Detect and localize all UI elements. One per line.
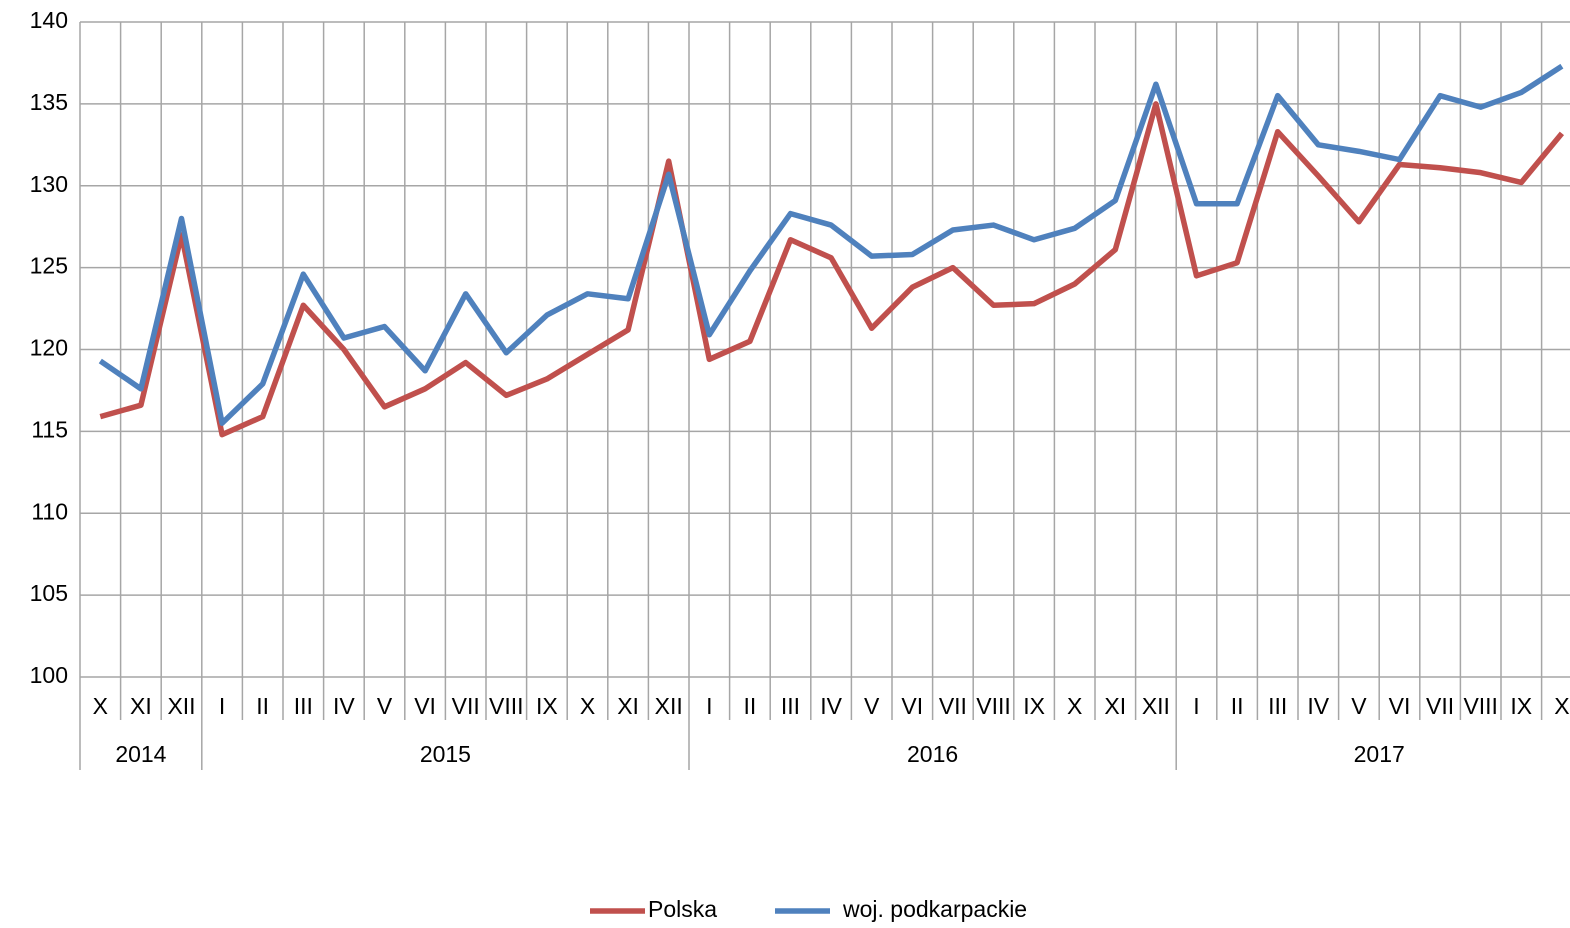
group-label: 2015 bbox=[420, 741, 471, 767]
x-tick-label: VIII bbox=[1463, 693, 1498, 719]
x-tick-label: II bbox=[744, 693, 757, 719]
x-tick-label: XII bbox=[1142, 693, 1170, 719]
x-tick-label: II bbox=[256, 693, 269, 719]
legend-label: woj. podkarpackie bbox=[842, 896, 1027, 922]
x-tick-label: IX bbox=[536, 693, 558, 719]
y-tick-label: 125 bbox=[30, 253, 68, 279]
legend-label: Polska bbox=[648, 896, 717, 922]
x-tick-label: VII bbox=[1426, 693, 1454, 719]
group-label: 2014 bbox=[115, 741, 166, 767]
x-tick-label: VI bbox=[901, 693, 923, 719]
x-tick-label: III bbox=[1268, 693, 1287, 719]
x-tick-label: I bbox=[706, 693, 712, 719]
x-tick-label: VI bbox=[414, 693, 436, 719]
x-tick-label: III bbox=[781, 693, 800, 719]
x-tick-label: VII bbox=[452, 693, 480, 719]
x-tick-label: IX bbox=[1510, 693, 1532, 719]
y-tick-label: 100 bbox=[30, 662, 68, 688]
x-tick-label: X bbox=[1554, 693, 1569, 719]
x-tick-label: IV bbox=[1307, 693, 1329, 719]
x-tick-label: II bbox=[1231, 693, 1244, 719]
x-tick-label: V bbox=[1351, 693, 1367, 719]
y-tick-label: 130 bbox=[30, 171, 68, 197]
series-line bbox=[98, 63, 1564, 426]
x-tick-label: V bbox=[864, 693, 880, 719]
y-tick-label: 105 bbox=[30, 580, 68, 606]
x-tick-label: IV bbox=[333, 693, 355, 719]
x-tick-label: IV bbox=[820, 693, 842, 719]
x-tick-label: XI bbox=[617, 693, 639, 719]
x-tick-label: VIII bbox=[489, 693, 524, 719]
y-tick-label: 115 bbox=[31, 416, 68, 442]
x-tick-label: XI bbox=[130, 693, 152, 719]
x-tick-label: XII bbox=[655, 693, 683, 719]
x-tick-label: VII bbox=[939, 693, 967, 719]
x-tick-label: X bbox=[580, 693, 595, 719]
x-tick-label: V bbox=[377, 693, 393, 719]
x-tick-label: XII bbox=[167, 693, 195, 719]
y-tick-label: 135 bbox=[30, 89, 68, 115]
x-tick-label: XI bbox=[1104, 693, 1126, 719]
group-label: 2017 bbox=[1354, 741, 1405, 767]
x-tick-label: I bbox=[219, 693, 225, 719]
x-tick-label: VI bbox=[1389, 693, 1411, 719]
x-tick-label: X bbox=[93, 693, 108, 719]
group-label: 2016 bbox=[907, 741, 958, 767]
y-tick-label: 110 bbox=[31, 498, 68, 524]
series-line bbox=[99, 101, 1565, 438]
y-tick-label: 120 bbox=[30, 335, 68, 361]
x-tick-label: IX bbox=[1023, 693, 1045, 719]
x-tick-label: X bbox=[1067, 693, 1082, 719]
x-tick-label: I bbox=[1193, 693, 1199, 719]
x-tick-label: VIII bbox=[976, 693, 1011, 719]
x-tick-label: III bbox=[294, 693, 313, 719]
y-tick-label: 140 bbox=[30, 7, 68, 33]
